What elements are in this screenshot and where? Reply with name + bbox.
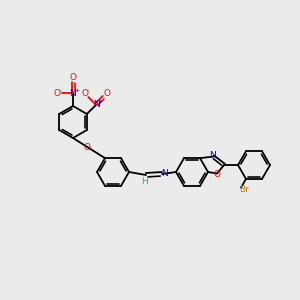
Text: N: N <box>70 88 76 98</box>
Text: O: O <box>103 89 110 98</box>
Text: O: O <box>70 73 76 82</box>
Text: +: + <box>74 88 79 92</box>
Text: O: O <box>214 170 220 179</box>
Text: O: O <box>81 89 88 98</box>
Text: +: + <box>97 99 102 104</box>
Text: -: - <box>87 88 89 94</box>
Text: Br: Br <box>239 185 249 194</box>
Text: H: H <box>141 176 147 185</box>
Text: O: O <box>83 142 91 152</box>
Text: N: N <box>93 100 99 109</box>
Text: O: O <box>53 88 61 98</box>
Text: N: N <box>160 169 167 178</box>
Text: -: - <box>59 88 61 93</box>
Text: N: N <box>208 151 215 160</box>
